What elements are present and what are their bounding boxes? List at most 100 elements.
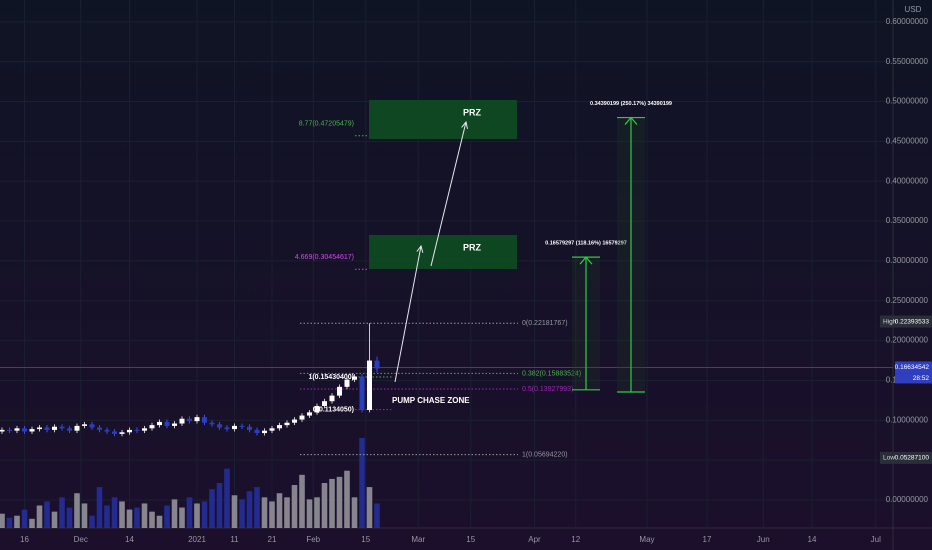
y-tick-label: 0.45000000 xyxy=(886,136,929,145)
volume-bar xyxy=(351,497,358,528)
prz-box xyxy=(369,235,517,269)
price-tag xyxy=(880,451,932,464)
fib-label: 1(0.05694220) xyxy=(522,451,568,458)
candle-body xyxy=(141,428,147,431)
candle-body xyxy=(44,427,50,430)
price-tag xyxy=(880,315,932,328)
volume-bar xyxy=(81,503,88,528)
x-tick-label: 15 xyxy=(361,535,370,544)
volume-bar xyxy=(276,493,283,528)
volume-bar xyxy=(329,478,335,528)
candle-body xyxy=(269,428,275,431)
fib-label: 0(0.22181767) xyxy=(522,320,568,327)
candle-body xyxy=(194,417,200,422)
arrow xyxy=(430,121,467,267)
candle-body xyxy=(246,426,252,430)
volume-bar xyxy=(66,507,73,528)
candle-body xyxy=(171,423,177,426)
measure-head xyxy=(624,116,638,125)
volume-bar xyxy=(209,489,215,528)
measure-label: 0.16579297 (118.16%) 16579297 xyxy=(545,241,627,247)
candle-body xyxy=(344,379,350,387)
candle-body xyxy=(299,415,305,420)
volume-bar xyxy=(359,438,365,528)
price-tag-name: Low xyxy=(883,455,895,462)
candle-body xyxy=(306,412,312,416)
candle-body xyxy=(164,421,170,426)
y-tick-label: 0.60000000 xyxy=(886,17,929,26)
volume-bar xyxy=(336,476,343,528)
y-tick-label: 0.10000000 xyxy=(886,415,929,424)
volume-bar xyxy=(96,487,103,528)
candle-body xyxy=(6,429,12,431)
price-tag-value: 0.05287100 xyxy=(895,455,930,462)
volume-bar xyxy=(21,509,28,528)
x-tick-label: 21 xyxy=(268,535,277,544)
x-tick-label: 14 xyxy=(808,535,817,544)
volume-bar xyxy=(194,503,200,528)
price-tag-name: High xyxy=(883,318,897,325)
x-tick-label: 16 xyxy=(20,535,29,544)
x-tick-label: 14 xyxy=(125,535,134,544)
volume-bar xyxy=(284,497,290,528)
volume-bar xyxy=(201,501,208,528)
candle-body xyxy=(314,405,320,413)
measure-label: 0.34390199 (250.17%) 34390199 xyxy=(590,101,672,107)
candle-body xyxy=(284,422,290,426)
candle-body xyxy=(254,429,260,434)
y-tick-label: 0.00000000 xyxy=(886,495,929,504)
x-tick-label: 11 xyxy=(230,535,239,544)
volume-bar xyxy=(104,505,110,528)
volume-bar xyxy=(366,487,373,528)
candle-body xyxy=(201,417,207,423)
volume-bar xyxy=(306,499,313,528)
x-tick-label: Feb xyxy=(306,535,320,544)
volume-bar xyxy=(111,497,118,528)
volume-bar xyxy=(314,497,320,528)
candle-body xyxy=(239,425,245,427)
volume-bar xyxy=(254,487,260,528)
candle-body xyxy=(359,376,365,410)
x-tick-label: Jul xyxy=(871,535,881,544)
volume-bar xyxy=(171,499,178,528)
y-tick-label: 0.25000000 xyxy=(886,296,929,305)
volume-bar xyxy=(374,503,380,528)
candle-body xyxy=(224,427,230,430)
volume-bar xyxy=(321,483,328,528)
x-tick-label: 15 xyxy=(466,535,475,544)
x-tick-label: 2021 xyxy=(188,535,206,544)
volume-bar xyxy=(51,511,58,528)
x-tick-label: Dec xyxy=(74,535,88,544)
volume-bar xyxy=(231,495,238,528)
candle-body xyxy=(216,424,222,428)
candle-body xyxy=(104,429,110,432)
candle-body xyxy=(96,427,102,430)
fib-label: 0.5(0.13927993) xyxy=(522,386,573,393)
x-tick-label: Jun xyxy=(757,535,770,544)
fib-label: 0(0.1134050) xyxy=(313,406,354,413)
volume-bar xyxy=(224,468,230,528)
candle-body xyxy=(186,418,192,422)
candle-body xyxy=(276,425,282,429)
candle-body xyxy=(89,424,95,428)
y-tick-label: 0.40000000 xyxy=(886,176,929,185)
target-label: 4.669(0.30454617) xyxy=(295,254,354,261)
candle-body xyxy=(149,425,155,429)
volume-bar xyxy=(126,509,133,528)
candle-body xyxy=(134,429,140,431)
volume-bar xyxy=(74,493,80,528)
volume-bar xyxy=(0,513,5,528)
candle-body xyxy=(29,429,35,432)
candle-body xyxy=(179,418,185,424)
x-tick-label: 17 xyxy=(703,535,712,544)
volume-bar xyxy=(261,497,268,528)
candle-body xyxy=(51,426,57,430)
zone-label: PUMP CHASE ZONE xyxy=(392,396,470,405)
candle-body xyxy=(74,425,80,431)
arrow-head xyxy=(416,244,424,253)
volume-bar xyxy=(164,505,170,528)
candle-body xyxy=(351,376,357,380)
price-tag xyxy=(895,361,932,374)
volume-bar xyxy=(141,503,148,528)
